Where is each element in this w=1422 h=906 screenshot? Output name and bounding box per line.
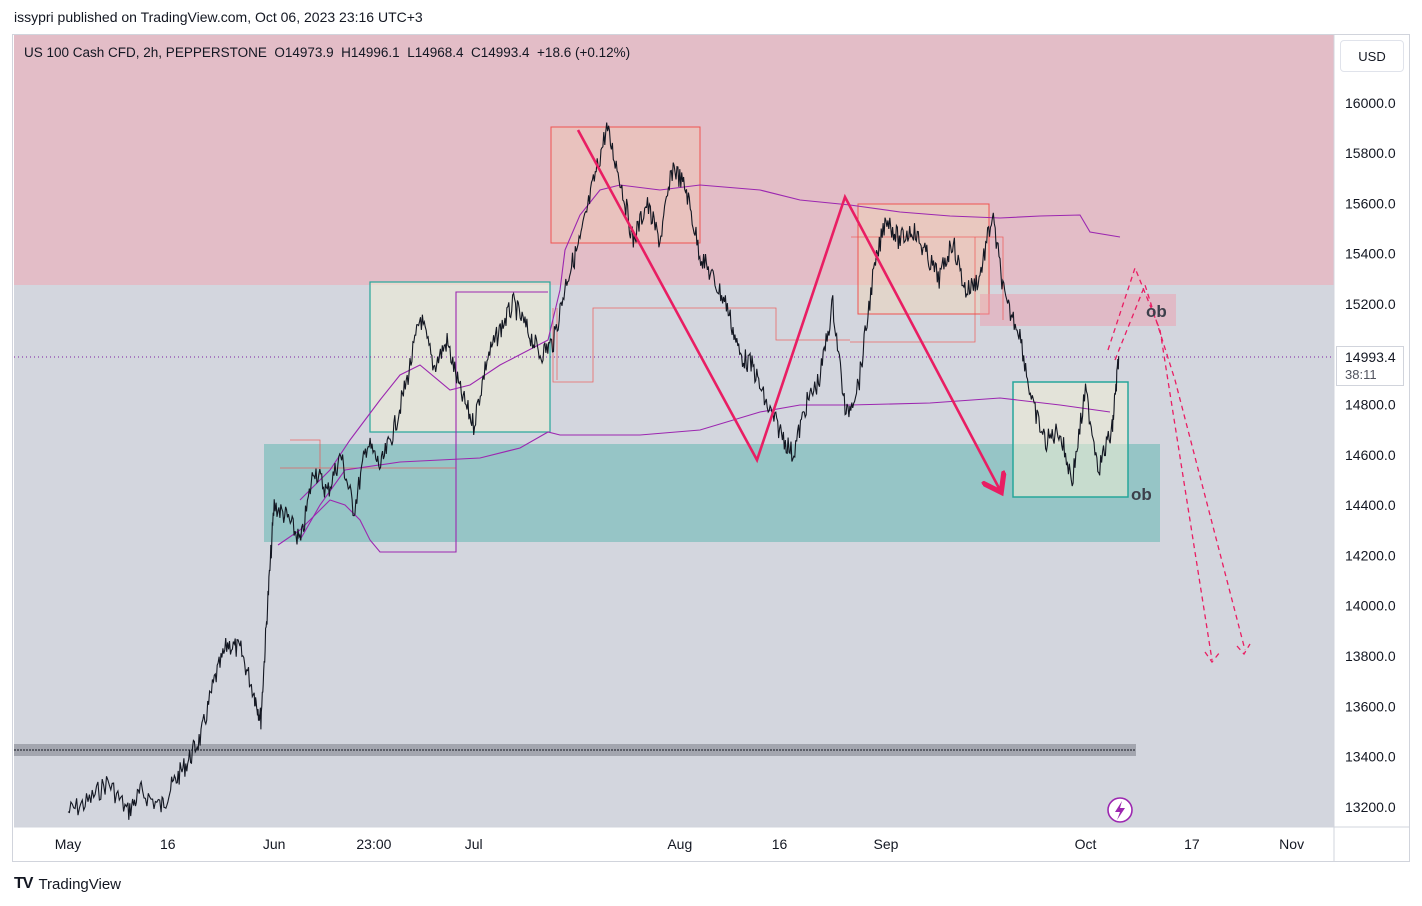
x-tick-label: Jul [465, 836, 483, 852]
brand[interactable]: TV TradingView [14, 875, 121, 893]
x-tick-label: Sep [874, 836, 899, 852]
x-tick-label: Aug [667, 836, 692, 852]
currency-button[interactable]: USD [1340, 40, 1404, 72]
y-tick-label: 15600.0 [1345, 195, 1396, 211]
y-tick-label: 15400.0 [1345, 246, 1396, 262]
demand-zone [264, 444, 1160, 542]
ob-label-lower: ob [1131, 485, 1152, 504]
bar-countdown: 38:11 [1345, 367, 1377, 382]
x-tick-label: Oct [1075, 836, 1097, 852]
lightning-icon[interactable] [1107, 797, 1133, 823]
y-tick-label: 13200.0 [1345, 799, 1396, 815]
y-tick-label: 14600.0 [1345, 447, 1396, 463]
tradingview-logo-icon: TV [14, 875, 33, 892]
x-tick-label: May [55, 836, 81, 852]
brand-name: TradingView [38, 875, 121, 893]
last-price-label: 14993.4 38:11 [1336, 346, 1404, 386]
time-axis[interactable]: May 16 Jun 23:00 Jul Aug 16 Sep Oct 17 Nov [55, 836, 1304, 852]
range-box-sep-top [857, 203, 990, 315]
y-tick-label: 15200.0 [1345, 296, 1396, 312]
projection-paths [1107, 266, 1251, 664]
ob-label-upper: ob [1146, 302, 1167, 321]
x-tick-label: Jun [263, 836, 286, 852]
plot-area [14, 122, 1334, 820]
y-tick-label: 14200.0 [1345, 547, 1396, 563]
last-price-value: 14993.4 [1345, 349, 1396, 365]
publisher-line: issypri published on TradingView.com, Oc… [14, 9, 423, 25]
zigzag-path [576, 129, 1000, 490]
y-tick-label: 14000.0 [1345, 598, 1396, 614]
range-box-july-top [550, 126, 701, 244]
level-lines [280, 236, 1004, 475]
y-tick-label: 15800.0 [1345, 145, 1396, 161]
y-tick-label: 16000.0 [1345, 95, 1396, 111]
y-tick-label: 13600.0 [1345, 698, 1396, 714]
x-tick-label: 23:00 [356, 836, 391, 852]
symbol-info: US 100 Cash CFD, 2h, PEPPERSTONE O14973.… [24, 45, 631, 60]
x-tick-label: 16 [772, 836, 788, 852]
label-strip [14, 744, 1136, 756]
y-tick-label: 14800.0 [1345, 397, 1396, 413]
y-tick-label: 13400.0 [1345, 749, 1396, 765]
range-box-june [369, 281, 551, 433]
ob-box-upper [980, 294, 1176, 326]
price-series [67, 122, 1120, 820]
x-tick-label: 16 [160, 836, 176, 852]
y-tick-label: 14400.0 [1345, 497, 1396, 513]
y-tick-label: 13800.0 [1345, 648, 1396, 664]
price-axis[interactable]: 13200.0 13400.0 13600.0 13800.0 14000.0 14200… [1345, 95, 1396, 815]
x-tick-label: Nov [1279, 836, 1304, 852]
x-tick-label: 17 [1184, 836, 1200, 852]
